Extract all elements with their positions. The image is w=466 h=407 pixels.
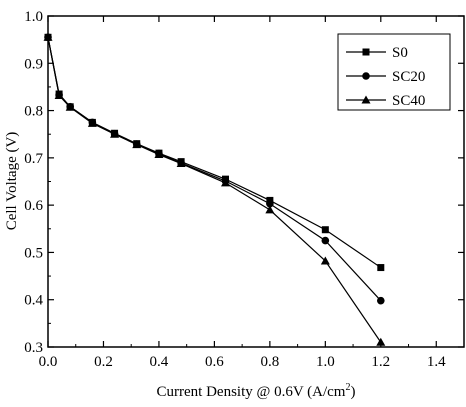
x-axis-label: Current Density @ 0.6V (A/cm2) — [157, 382, 356, 400]
legend-label-sc20: SC20 — [392, 69, 425, 85]
data-point-sc40 — [87, 118, 97, 127]
y-tick-label: 0.6 — [24, 198, 43, 214]
y-tick-label: 0.3 — [24, 340, 43, 356]
data-point-sc40 — [54, 90, 64, 99]
series-sc20 — [44, 33, 385, 305]
y-tick-label: 0.9 — [24, 56, 43, 72]
data-point-sc40 — [132, 140, 142, 149]
series-line-s0 — [47, 37, 382, 269]
data-point-sc20 — [377, 296, 385, 305]
data-point-s0 — [321, 226, 329, 234]
y-tick-label: 0.5 — [24, 245, 43, 261]
legend-item-sc40: SC40 — [346, 93, 425, 109]
data-point-s0 — [377, 264, 385, 272]
x-tick-label: 0.4 — [150, 354, 169, 370]
data-point-sc40 — [43, 32, 53, 41]
data-point-sc40 — [220, 178, 230, 187]
x-tick-label: 1.4 — [427, 354, 446, 370]
y-tick-label: 1.0 — [24, 9, 43, 25]
y-tick-label: 0.7 — [24, 151, 43, 167]
data-point-sc40 — [154, 150, 164, 159]
legend-label-sc40: SC40 — [392, 93, 425, 109]
y-tick-label: 0.4 — [24, 293, 43, 309]
legend-marker-s0 — [362, 48, 370, 56]
data-point-sc40 — [265, 205, 275, 214]
legend-item-sc20: SC20 — [346, 69, 425, 85]
series-line-sc20 — [47, 37, 382, 302]
y-axis: 0.3 0.4 0.5 0.6 0.7 0.8 0.9 1.0 — [24, 9, 464, 356]
data-point-sc40 — [176, 159, 186, 168]
x-axis: 0.0 0.2 0.4 0.6 0.8 1.0 1.2 1.4 — [39, 16, 465, 370]
series-line-sc40 — [47, 37, 382, 343]
y-tick-label: 0.8 — [24, 104, 43, 120]
legend-label-s0: S0 — [392, 45, 408, 61]
legend-box — [337, 33, 451, 111]
series-layer — [43, 32, 386, 346]
series-sc40 — [43, 32, 386, 346]
data-point-sc40 — [65, 102, 75, 111]
data-point-sc40 — [320, 256, 330, 265]
x-tick-label: 0.0 — [39, 354, 58, 370]
series-s0 — [44, 33, 385, 272]
x-tick-label: 1.0 — [316, 354, 335, 370]
x-tick-label: 1.2 — [371, 354, 390, 370]
legend: S0 SC20 SC40 — [337, 33, 451, 111]
data-point-sc20 — [266, 199, 274, 208]
x-tick-label: 0.2 — [94, 354, 113, 370]
x-axis-label-superscript: 2 — [345, 382, 350, 393]
legend-item-s0: S0 — [346, 45, 408, 61]
legend-marker-sc20 — [362, 72, 370, 80]
data-point-sc40 — [110, 129, 120, 138]
x-tick-label: 0.8 — [260, 354, 279, 370]
data-point-sc20 — [321, 236, 330, 245]
x-tick-label: 0.6 — [205, 354, 224, 370]
legend-marker-sc40 — [361, 95, 371, 104]
y-axis-label: Cell Voltage (V) — [4, 132, 20, 231]
